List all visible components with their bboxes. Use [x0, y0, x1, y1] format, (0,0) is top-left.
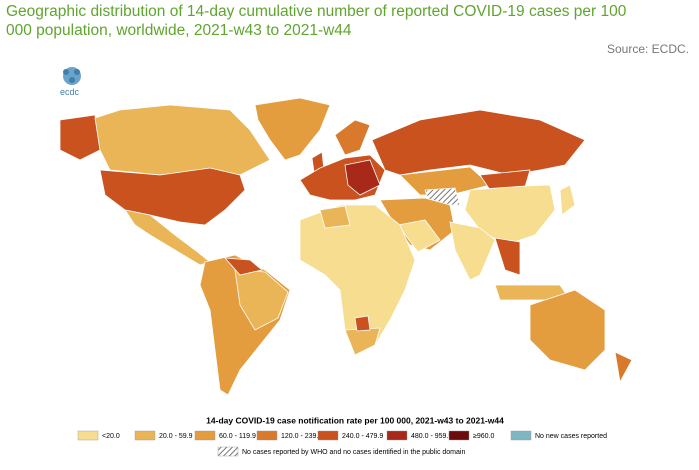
brazil: [234, 269, 289, 331]
north-africa: [319, 205, 351, 229]
new-zealand: [614, 351, 633, 384]
legend-label: <20.0: [102, 433, 120, 440]
canada: [94, 104, 271, 176]
legend-swatch: [448, 430, 470, 441]
legend-title: 14-day COVID-19 case notification rate p…: [206, 415, 504, 425]
southeast-asia: [494, 237, 521, 276]
legend-swatch: [510, 430, 532, 441]
legend-swatch: [134, 430, 156, 441]
source: Source: ECDC.: [606, 42, 689, 56]
legend-label: 480.0 - 959.9: [411, 433, 452, 440]
russia: [371, 109, 586, 176]
alaska: [59, 114, 101, 161]
legend-swatch: [386, 430, 408, 441]
legend-swatch: [77, 430, 99, 441]
venezuela: [224, 257, 263, 276]
legend: <20.0 20.0 - 59.9 60.0 - 119.9 120.0 - 239.…: [77, 430, 607, 457]
india: [449, 221, 496, 281]
greenland: [254, 97, 331, 161]
arabia: [397, 219, 441, 253]
southern-africa: [344, 327, 381, 356]
legend-swatch: [194, 430, 216, 441]
australia: [529, 289, 606, 371]
eastern-europe: [344, 159, 381, 196]
logo: ecdc: [60, 67, 81, 97]
countries: [59, 97, 633, 396]
legend-label: No new cases reported: [535, 433, 607, 440]
legend-label: 240.0 - 479.9: [342, 433, 383, 440]
botswana: [354, 315, 371, 332]
legend-label: 120.0 - 239.9: [281, 433, 322, 440]
legend-swatch-hatch: [217, 446, 239, 457]
legend-swatch: [256, 430, 278, 441]
japan: [559, 184, 576, 216]
africa: [299, 204, 416, 356]
legend-label: 20.0 - 59.9: [159, 433, 193, 440]
legend-label: No cases reported by WHO and no cases id…: [242, 449, 465, 456]
map-title: Geographic distribution of 14-day cumula…: [6, 3, 627, 39]
scandinavia: [334, 119, 371, 156]
logo-text: ecdc: [60, 87, 80, 97]
china: [464, 184, 556, 246]
legend-swatch: [317, 430, 339, 441]
usa: [99, 167, 246, 226]
legend-label: ≥960.0: [473, 433, 494, 440]
legend-label: 60.0 - 119.9: [219, 433, 256, 440]
